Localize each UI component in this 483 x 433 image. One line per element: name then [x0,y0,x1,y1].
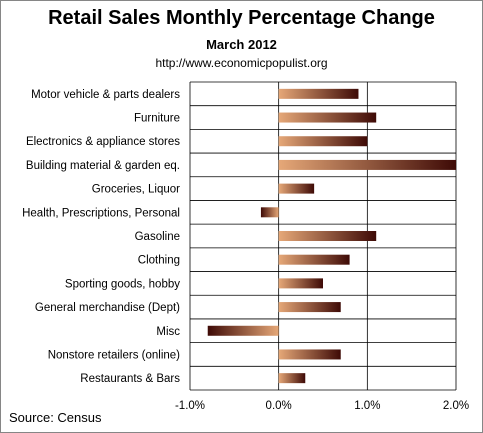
category-label: Groceries, Liquor [92,184,180,196]
chart-subtitle: March 2012 [206,37,277,52]
bar-3 [278,159,456,170]
bar-layer [207,88,456,384]
bar-9 [278,302,341,313]
chart-title: Retail Sales Monthly Percentage Change [48,7,435,29]
category-label: Sporting goods, hobby [65,278,180,290]
x-tick-label: 2.0% [443,400,469,412]
bar-10 [207,325,279,336]
category-label: Motor vehicle & parts dealers [31,89,180,101]
source-note: Source: Census [9,410,102,425]
bar-8 [278,278,323,289]
bar-1 [278,112,377,123]
bar-2 [278,136,368,147]
category-label: Misc [156,326,180,338]
category-label: Nonstore retailers (online) [48,349,180,361]
bar-11 [278,349,341,360]
bar-5 [260,207,279,218]
bar-6 [278,231,377,241]
bar-12 [278,373,306,384]
category-label: General merchandise (Dept) [35,302,180,314]
category-label: Furniture [134,113,180,125]
category-label: Health, Prescriptions, Personal [22,207,180,219]
bar-0 [278,88,359,99]
category-label: Electronics & appliance stores [26,136,180,148]
category-label: Restaurants & Bars [80,373,180,385]
x-tick-label: -1.0% [175,400,205,412]
category-label: Building material & garden eq. [26,160,180,172]
x-tick-label: 0.0% [266,400,292,412]
category-label: Gasoline [135,231,180,243]
label-layer: Motor vehicle & parts dealers Furniture El… [22,89,469,412]
category-label: Clothing [138,255,180,267]
chart-url: http://www.economicpopulist.org [155,56,328,70]
x-tick-label: 1.0% [354,400,380,412]
bar-7 [278,254,350,265]
bar-4 [278,183,315,194]
